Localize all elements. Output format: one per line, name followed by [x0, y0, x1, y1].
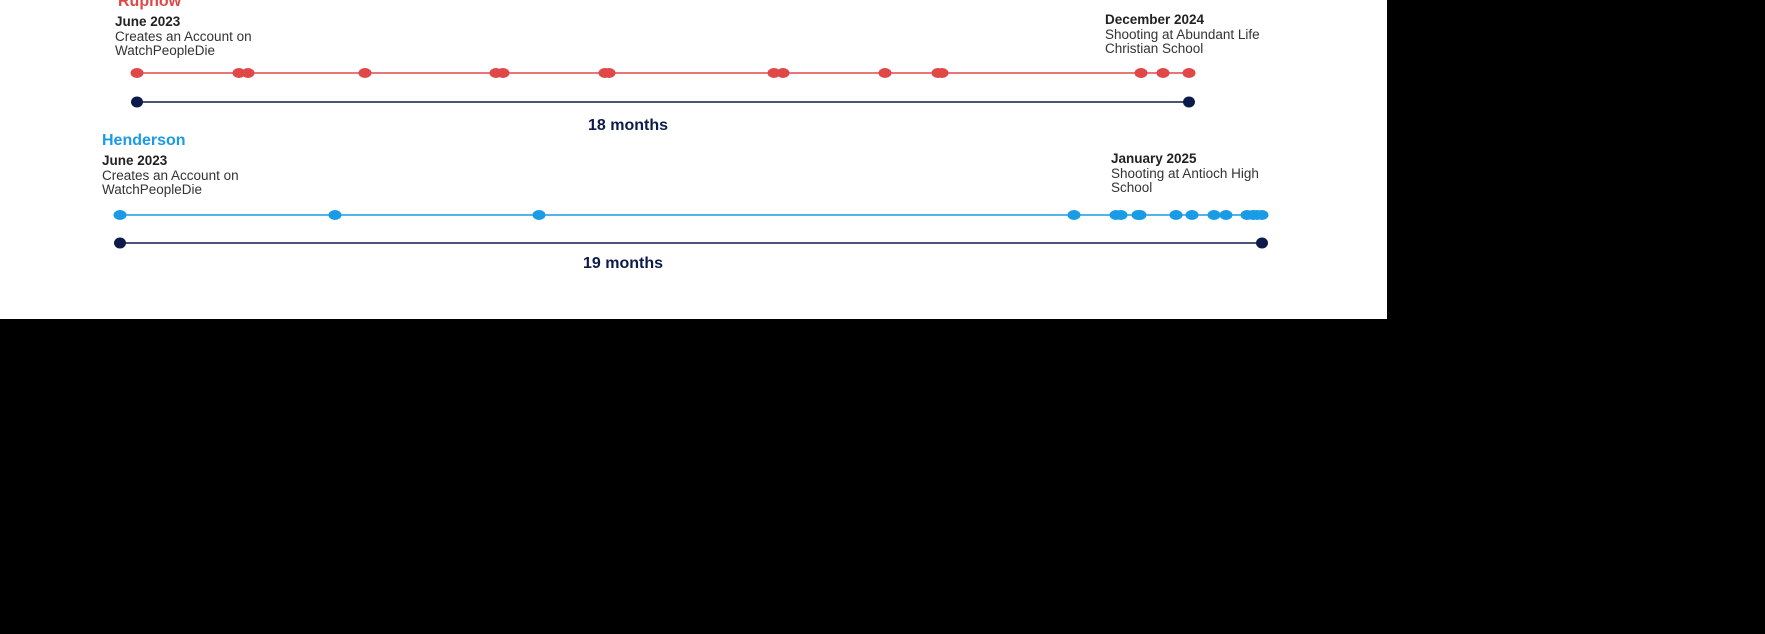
event-dot [241, 68, 255, 78]
event-dot [328, 210, 342, 220]
duration-end [1256, 237, 1268, 249]
start-event: Creates an Account on WatchPeopleDie [102, 167, 239, 198]
event-dot [1156, 68, 1170, 78]
end-event: Shooting at Antioch High School [1111, 165, 1259, 196]
event-dot [767, 68, 781, 78]
timeline-name: Rupnow [118, 0, 182, 10]
event-dot [1182, 68, 1196, 78]
timeline-name: Henderson [102, 132, 186, 149]
end-label: January 2025 Shooting at Antioch High Sc… [1111, 151, 1301, 196]
event-dot [532, 210, 546, 220]
event-dot [1114, 210, 1128, 220]
event-dot [358, 68, 372, 78]
start-label: June 2023 Creates an Account on WatchPeo… [102, 153, 267, 198]
start-label: June 2023 Creates an Account on WatchPeo… [115, 14, 280, 59]
end-date: December 2024 [1105, 12, 1205, 27]
start-event: Creates an Account on WatchPeopleDie [115, 28, 252, 59]
event-dot [776, 68, 790, 78]
event-dot [1067, 210, 1081, 220]
event-dot [130, 68, 144, 78]
event-dot [1207, 210, 1221, 220]
event-dot [232, 68, 246, 78]
timeline-graphics [113, 68, 1269, 249]
end-date: January 2025 [1111, 151, 1197, 166]
event-dot [496, 68, 510, 78]
duration-label: 19 months [582, 255, 664, 272]
event-dot [1134, 68, 1148, 78]
henderson-timeline [113, 210, 1269, 249]
event-dot [935, 68, 949, 78]
event-dot [113, 210, 127, 220]
duration-end [1183, 96, 1195, 108]
event-dot [1185, 210, 1199, 220]
duration-start [131, 96, 143, 108]
end-event: Shooting at Abundant Life Christian Scho… [1105, 26, 1260, 57]
event-dot [878, 68, 892, 78]
duration-label: 18 months [587, 117, 669, 134]
event-dot [1219, 210, 1233, 220]
start-date: June 2023 [115, 14, 181, 29]
timeline-panel: Rupnow June 2023 Creates an Account on W… [0, 0, 1387, 319]
event-dot [1133, 210, 1147, 220]
event-dot [1169, 210, 1183, 220]
rupnow-timeline [130, 68, 1196, 108]
event-dot [1255, 210, 1269, 220]
end-label: December 2024 Shooting at Abundant Life … [1105, 12, 1295, 57]
duration-start [114, 237, 126, 249]
event-dot [602, 68, 616, 78]
start-date: June 2023 [102, 153, 168, 168]
